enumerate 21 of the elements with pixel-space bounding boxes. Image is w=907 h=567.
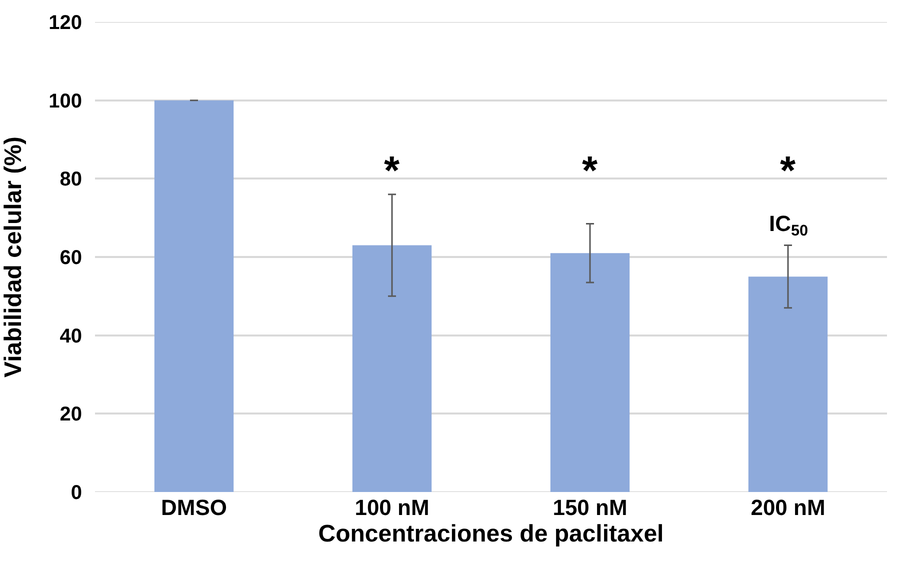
y-tick-label: 60	[60, 247, 82, 269]
annotation: *	[780, 149, 796, 193]
y-tick-label: 20	[60, 404, 82, 426]
y-axis-title: Viabilidad celular (%)	[0, 136, 27, 378]
y-tick-label: 0	[70, 482, 82, 504]
bar	[352, 245, 432, 492]
bar	[748, 276, 828, 492]
y-tick-label: 40	[60, 325, 82, 348]
x-tick-label: 200 nM	[750, 495, 826, 520]
annotation: *	[384, 149, 400, 193]
bar	[550, 253, 630, 492]
x-tick-label: 150 nM	[552, 495, 628, 520]
x-tick-label: 100 nM	[354, 495, 430, 520]
x-axis-title: Concentraciones de paclitaxel	[318, 520, 664, 548]
y-tick-label: 100	[48, 90, 82, 112]
annotation: IC$_{50}$	[769, 211, 808, 240]
annotation: *	[582, 149, 598, 193]
y-tick-label: 80	[60, 168, 82, 191]
bar	[154, 100, 234, 492]
y-tick-label: 120	[48, 12, 82, 34]
x-tick-label: DMSO	[161, 495, 227, 520]
